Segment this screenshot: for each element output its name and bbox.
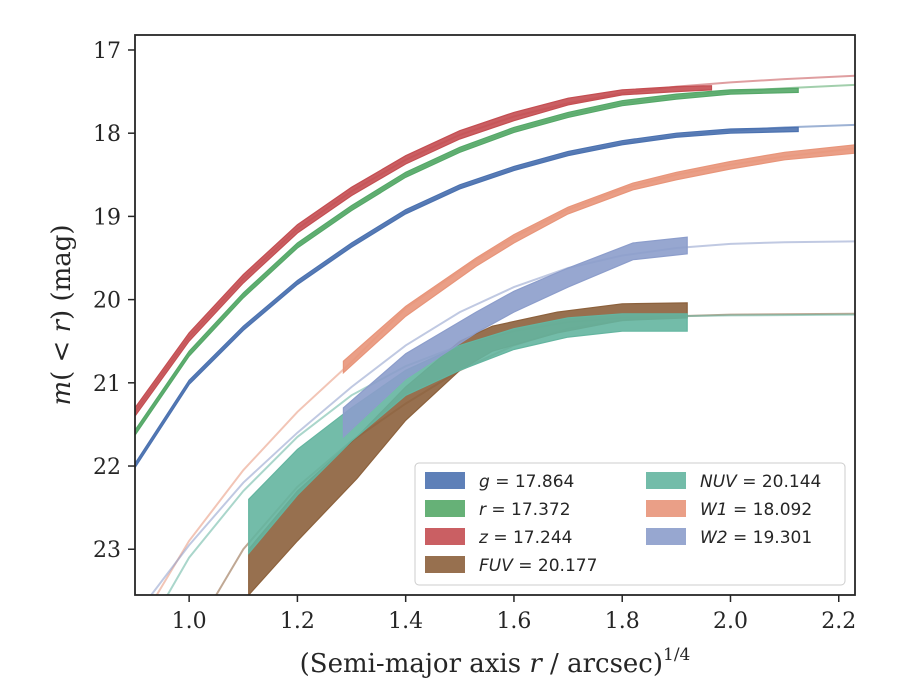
y-axis: 17 18 19 20 21 22 23 (93, 39, 135, 563)
legend-swatch-w1 (646, 500, 686, 517)
x-tick-label: 1.2 (280, 609, 315, 634)
legend-label-fuv: FUV = 20.177 (479, 556, 597, 576)
legend-swatch-nuv (646, 472, 686, 489)
legend-swatch-g (425, 472, 465, 489)
profile-band-g (135, 126, 799, 469)
x-tick-label: 1.6 (496, 609, 531, 634)
x-tick-label: 2.2 (821, 609, 856, 634)
x-axis-title: (Semi-major axis r / arcsec)1/4 (300, 645, 691, 679)
legend-swatch-r (425, 500, 465, 517)
y-tick-label: 23 (93, 538, 121, 563)
profile-band-w2 (342, 236, 688, 439)
x-tick-label: 2.0 (713, 609, 748, 634)
y-tick-label: 18 (93, 122, 121, 147)
y-tick-label: 19 (93, 205, 121, 230)
y-tick-label: 22 (93, 455, 121, 480)
legend-label-w1: W1 = 18.092 (700, 500, 812, 520)
y-tick-label: 20 (93, 289, 121, 314)
legend-label-z: z = 17.244 (478, 528, 572, 548)
profile-band-z (135, 85, 713, 418)
x-tick-label: 1.0 (172, 609, 207, 634)
profile-band-r (135, 87, 799, 437)
y-axis-title: m( < r) (mag) (47, 224, 77, 405)
x-tick-label: 1.4 (388, 609, 423, 634)
legend-swatch-fuv (425, 556, 465, 573)
legend-label-w2: W2 = 19.301 (700, 528, 812, 548)
y-tick-label: 21 (93, 372, 121, 397)
y-tick-label: 17 (93, 39, 121, 64)
x-axis: 1.0 1.2 1.4 1.6 1.8 2.0 2.2 (172, 595, 856, 634)
legend: g = 17.864 r = 17.372 z = 17.244 FUV = 20.1… (414, 462, 846, 586)
plot-area (135, 74, 855, 595)
legend-label-g: g = 17.864 (479, 472, 574, 492)
legend-label-r: r = 17.372 (479, 500, 571, 520)
legend-label-nuv: NUV = 20.144 (700, 472, 821, 492)
plot-frame (134, 34, 856, 596)
legend-swatch-w2 (646, 528, 686, 545)
legend-swatch-z (425, 528, 465, 545)
x-tick-label: 1.8 (605, 609, 640, 634)
profile-band-w1 (342, 144, 855, 375)
model-curve-w2 (150, 240, 855, 595)
legend-frame (414, 462, 846, 586)
